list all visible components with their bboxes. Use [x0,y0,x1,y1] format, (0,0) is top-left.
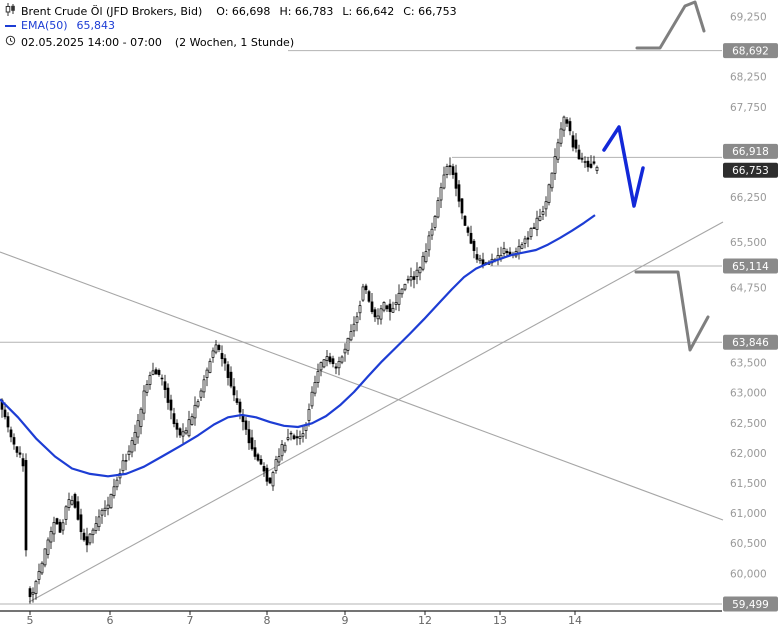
gray-scenario-path [634,270,710,352]
price-level-badge [723,258,778,274]
y-axis-label: 60,000 [730,568,767,580]
svg-text:66,753: 66,753 [732,165,769,177]
y-axis-label: 66,250 [730,192,767,204]
y-axis-label: 65,500 [730,237,767,249]
svg-text:68,692: 68,692 [732,45,769,57]
price-badges: 68,692 66,918 65,114 63,846 59,499 66,753 [723,43,778,612]
candlestick-icon [5,3,16,19]
blue-forecast-arrow [602,125,645,208]
ohlc-h: H: 66,783 [279,4,334,18]
x-axis-label: 9 [342,614,349,625]
y-axis-label: 61,000 [730,508,767,520]
descending-trendline [0,251,724,521]
x-axis-label: 12 [418,614,432,625]
price-level-badge [723,43,778,59]
y-axis-label: 63,500 [730,358,767,370]
svg-text:66,918: 66,918 [732,146,769,158]
x-axis-label: 13 [493,614,507,625]
ema-color-swatch [5,24,16,27]
y-axis-label: 67,750 [730,102,767,114]
x-axis-label: 6 [107,614,114,625]
ascending-trendline [28,221,724,603]
gray-scenario-path [635,0,706,50]
chart-header: Brent Crude Öl (JFD Brokers, Bid) O: 66,… [5,3,457,19]
y-axis-label: 61,500 [730,478,767,490]
ohlc-l: L: 66,642 [342,4,395,18]
x-axis-label: 7 [187,614,194,625]
scenario-annotations [634,0,710,352]
price-level-badge [723,596,778,612]
y-axis-label: 68,250 [730,72,767,84]
x-axis-label: 5 [27,614,34,625]
current-price-badge [723,162,778,178]
y-axis-label: 69,250 [730,12,767,24]
clock-icon [5,35,16,49]
ohlc-values: O: 66,698 H: 66,783 L: 66,642 C: 66,753 [207,5,456,18]
ema-line [0,214,596,478]
x-axis-label: 8 [264,614,271,625]
ema-name: EMA(50) [21,19,68,32]
svg-text:65,114: 65,114 [732,261,769,273]
period-info: 02.05.2025 14:00 - 07:00 (2 Wochen, 1 St… [5,35,294,49]
y-axis-label: 62,000 [730,448,767,460]
x-axis-label: 14 [568,614,582,625]
ema-value: 65,843 [76,19,116,32]
instrument-title: Brent Crude Öl (JFD Brokers, Bid) [21,4,203,18]
y-axis-label: 60,500 [730,538,767,550]
price-level-badge [723,334,778,350]
period-timestamp: 02.05.2025 14:00 - 07:00 [21,35,162,49]
trendlines [0,221,724,603]
y-axis-labels: 69,250 68,250 67,750 66,250 65,500 64,750 63,5… [730,12,767,581]
y-axis-label: 64,750 [730,282,767,294]
candles [0,115,599,604]
period-timeframe: (2 Wochen, 1 Stunde) [174,35,295,49]
y-axis-label: 62,500 [730,418,767,430]
svg-text:63,846: 63,846 [732,337,769,349]
y-axis-label: 63,000 [730,388,767,400]
ohlc-c: C: 66,753 [403,4,457,18]
price-level-lines [0,50,722,605]
price-level-badge [723,143,778,159]
x-axis: 5 6 7 8 9 12 13 14 [0,610,722,625]
ema-legend: EMA(50) 65,843 [5,19,115,32]
ohlc-o: O: 66,698 [216,4,271,18]
svg-text:59,499: 59,499 [732,599,769,611]
